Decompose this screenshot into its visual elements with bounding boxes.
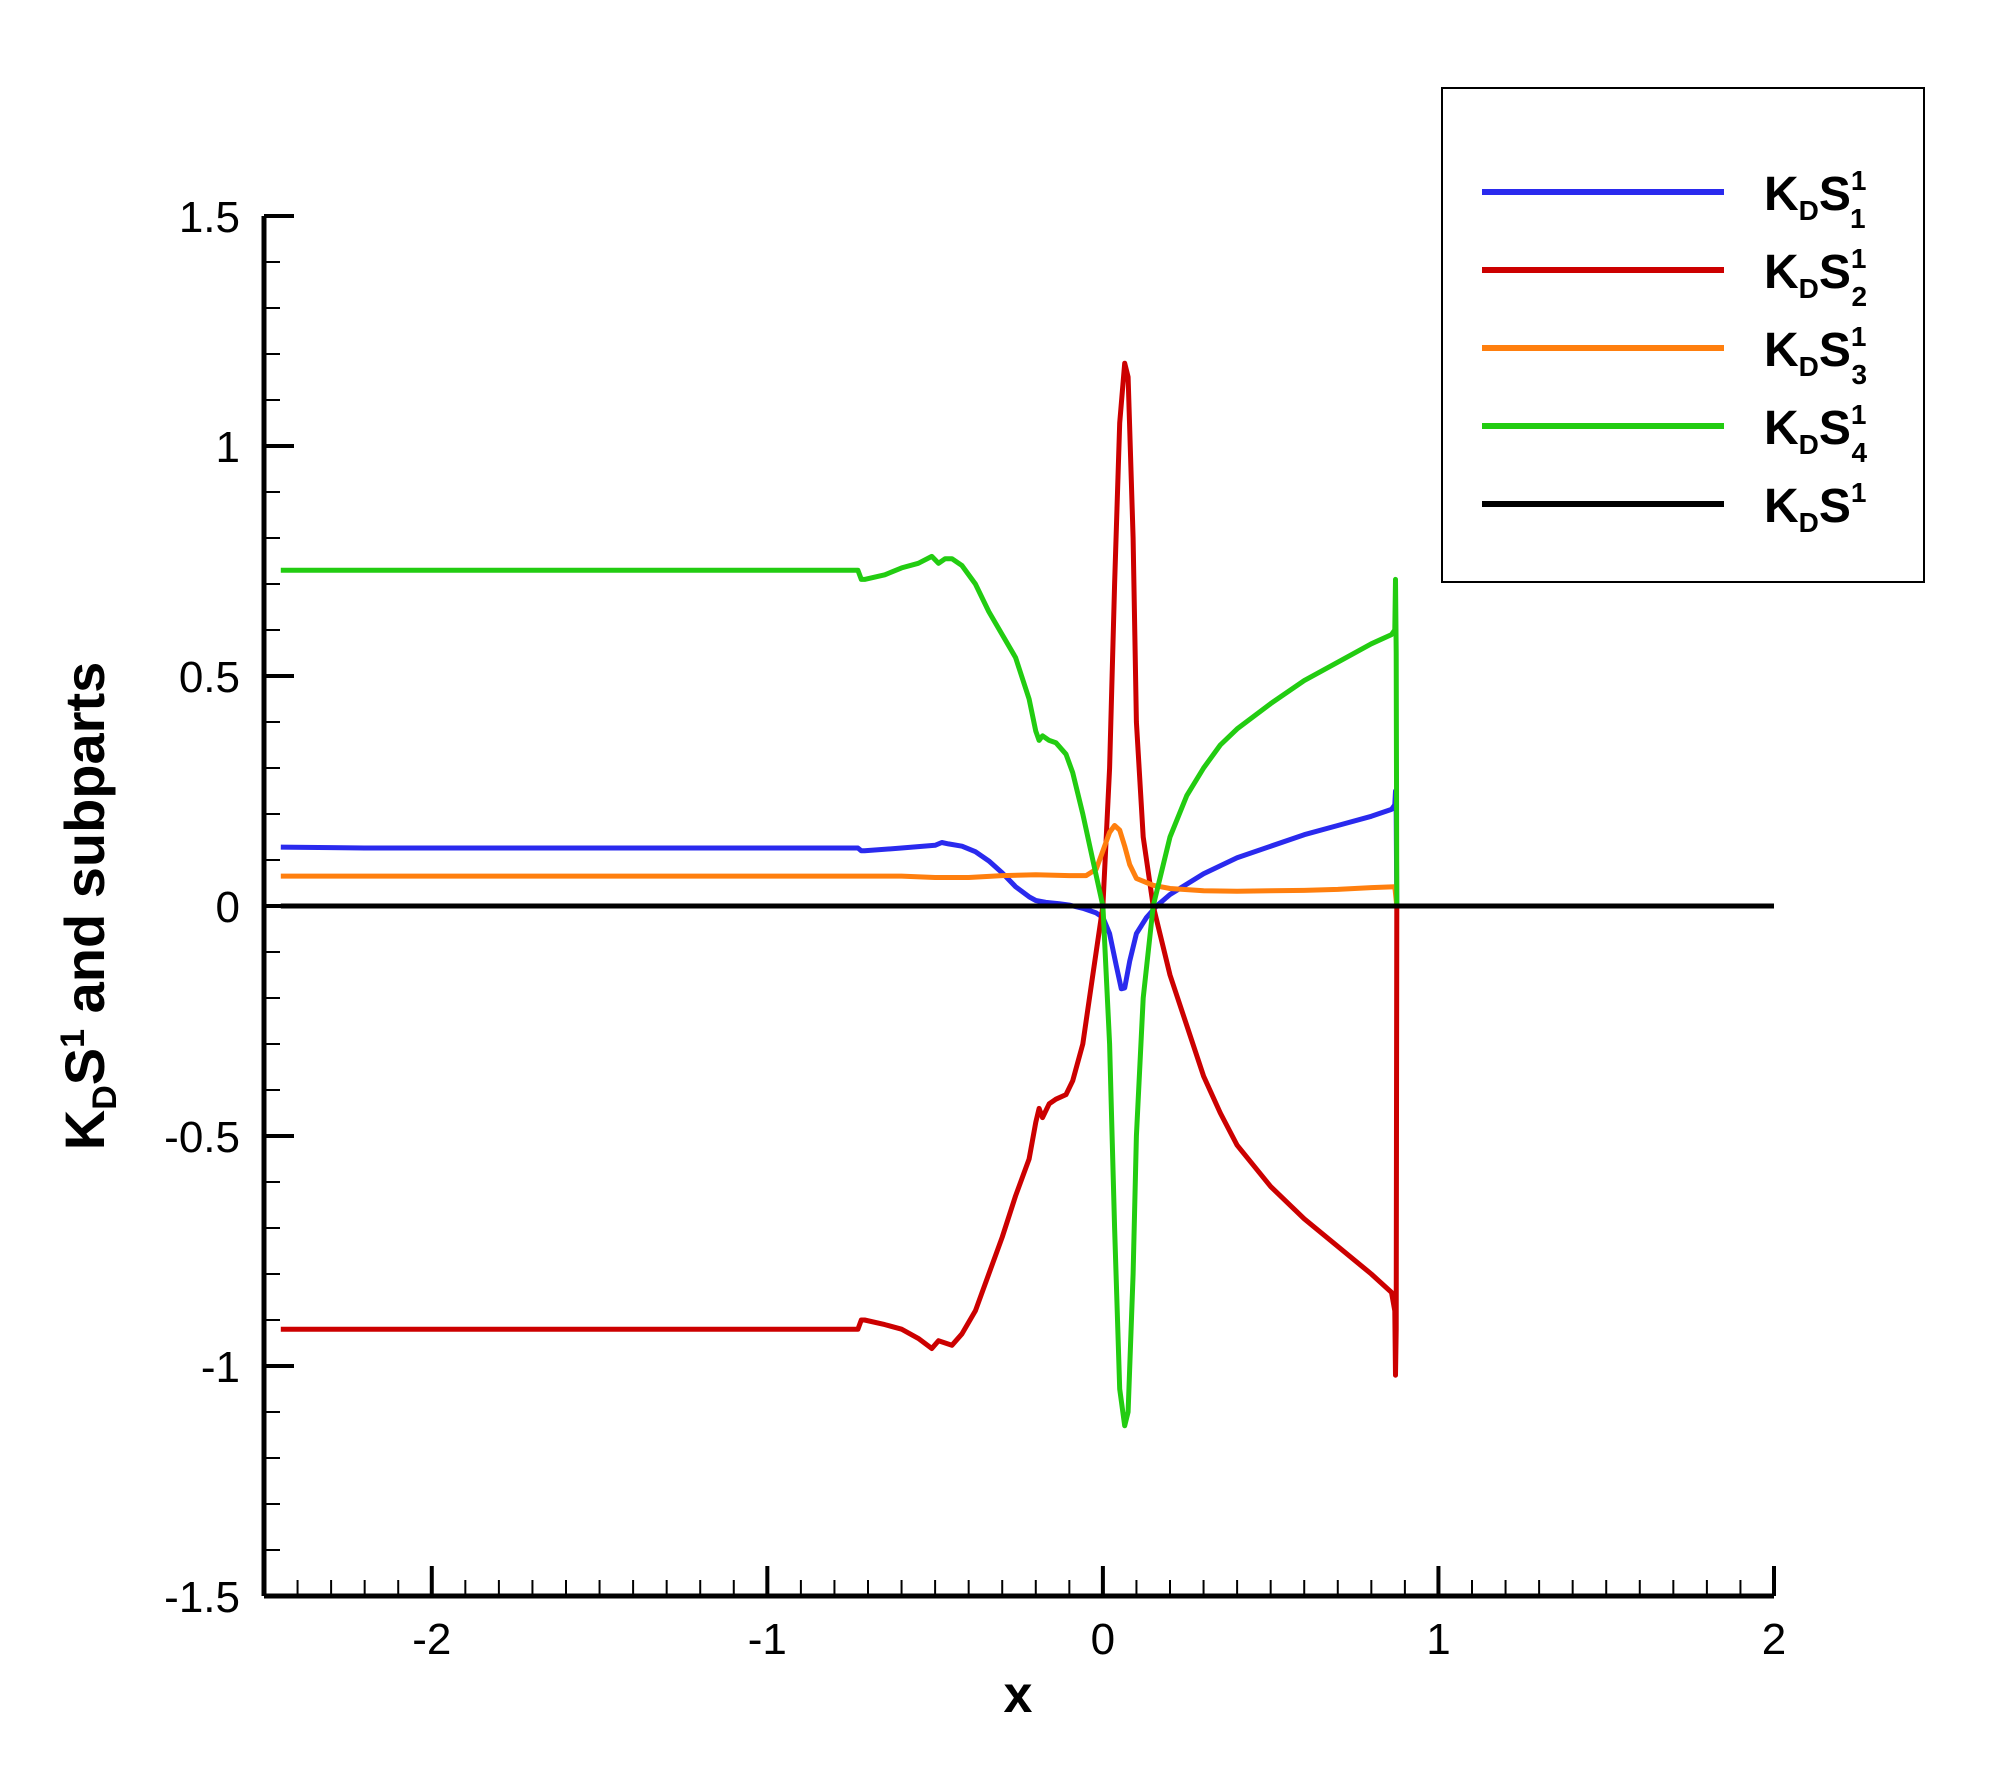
plot-lines [280,360,1774,1429]
y-tick-label: -0.5 [164,1113,240,1162]
y-axis-title-text: KDS1 and subparts [53,662,124,1150]
y-tick-label: 1 [216,423,240,472]
y-axis-title: KDS1 and subparts [53,662,124,1150]
x-tick-label: -1 [748,1615,787,1664]
legend-label: KDS1 [1764,477,1867,538]
legend-label: KDS1 2 [1764,243,1867,312]
y-tick-label: 0.5 [179,653,240,702]
series-line-2 [280,360,1400,1378]
x-tick-label: 0 [1091,1615,1115,1664]
y-tick-label: 0 [216,883,240,932]
legend-label: KDS1 3 [1764,321,1867,390]
legend-label: KDS1 4 [1764,399,1868,468]
series-line-4 [280,553,1400,1429]
axes: -1.5 -1 -0.5 0 0.5 1 1.5 -2 -1 0 1 2 [164,193,1786,1664]
x-tick-label: 1 [1426,1615,1450,1664]
x-tick-label: -2 [412,1615,451,1664]
y-tick-label: 1.5 [179,193,240,242]
legend: KDS1 1 KDS1 2 KDS1 3 KDS1 4 KDS1 [1441,87,1925,583]
legend-label: KDS1 1 [1764,165,1866,234]
y-tick-label: -1 [201,1343,240,1392]
series-line-3 [280,823,1400,907]
legend-box [1441,87,1925,583]
y-tick-label: -1.5 [164,1573,240,1622]
x-tick-label: 2 [1762,1615,1786,1664]
x-axis-title: x [1004,1666,1033,1724]
